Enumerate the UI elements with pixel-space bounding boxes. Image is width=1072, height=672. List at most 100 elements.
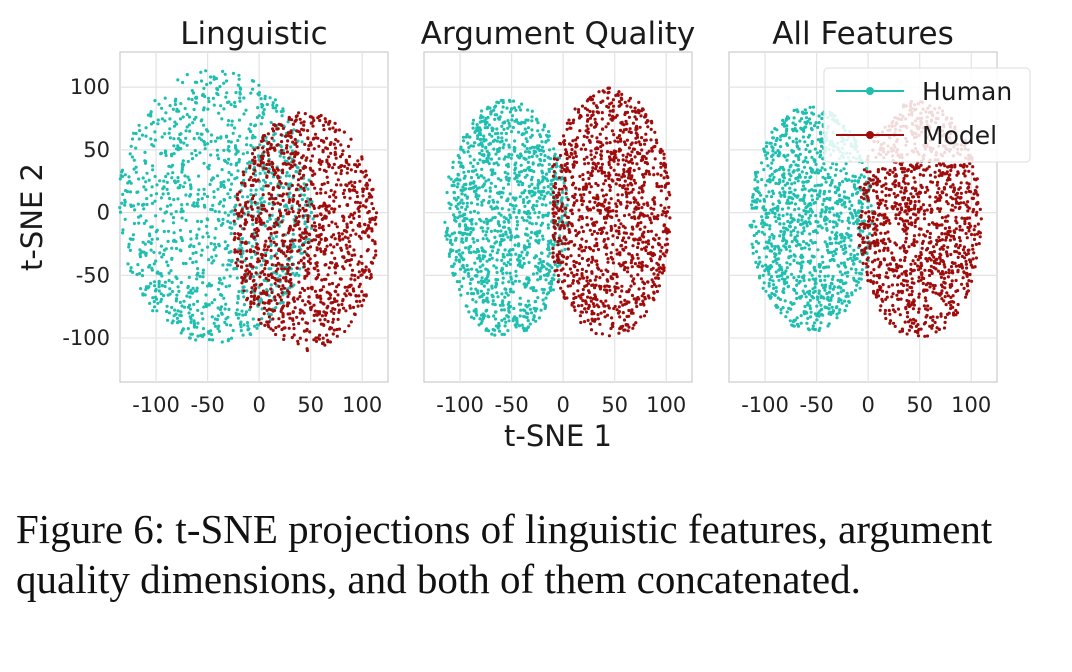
- scatter-point: [252, 298, 256, 302]
- scatter-point: [348, 189, 352, 193]
- scatter-point: [580, 225, 584, 229]
- scatter-point: [471, 164, 475, 169]
- scatter-point: [499, 190, 503, 195]
- scatter-point: [332, 245, 336, 249]
- scatter-point: [627, 236, 631, 240]
- scatter-point: [284, 279, 288, 283]
- scatter-point: [541, 149, 546, 153]
- scatter-point: [474, 195, 478, 199]
- scatter-point: [209, 332, 214, 337]
- scatter-point: [155, 237, 160, 241]
- x-tick-label: -100: [132, 393, 180, 417]
- scatter-point: [274, 278, 278, 282]
- scatter-point: [308, 257, 312, 261]
- scatter-point: [301, 154, 305, 158]
- scatter-point: [616, 199, 620, 203]
- scatter-point: [212, 248, 216, 252]
- scatter-point: [274, 252, 279, 256]
- scatter-point: [573, 308, 577, 312]
- scatter-point: [476, 202, 480, 206]
- scatter-point: [319, 232, 323, 237]
- scatter-point: [356, 262, 360, 266]
- scatter-point: [256, 146, 260, 150]
- scatter-point: [517, 173, 521, 177]
- scatter-point: [252, 162, 256, 166]
- scatter-point: [604, 252, 609, 256]
- scatter-point: [285, 212, 289, 216]
- scatter-point: [194, 95, 198, 99]
- scatter-point: [176, 309, 180, 313]
- scatter-point: [535, 146, 540, 150]
- scatter-point: [580, 237, 584, 241]
- scatter-point: [530, 115, 534, 119]
- scatter-point: [660, 213, 664, 217]
- scatter-point: [563, 176, 567, 180]
- scatter-point: [324, 311, 329, 315]
- scatter-point: [210, 255, 214, 259]
- scatter-point: [266, 227, 270, 231]
- scatter-point: [548, 240, 553, 245]
- scatter-point: [628, 201, 633, 205]
- scatter-point: [210, 315, 214, 319]
- scatter-point: [266, 184, 270, 188]
- scatter-point: [590, 97, 595, 102]
- scatter-point: [225, 91, 229, 95]
- scatter-point: [578, 174, 582, 178]
- scatter-point: [530, 133, 534, 137]
- scatter-point: [495, 127, 499, 131]
- scatter-point: [539, 135, 543, 139]
- scatter-point: [497, 321, 501, 326]
- scatter-point: [487, 219, 491, 223]
- scatter-point: [195, 289, 199, 293]
- scatter-point: [326, 273, 330, 277]
- scatter-point: [207, 282, 211, 286]
- scatter-point: [172, 152, 176, 156]
- scatter-point: [130, 137, 135, 141]
- scatter-point: [458, 267, 463, 271]
- scatter-point: [231, 131, 235, 135]
- scatter-point: [654, 233, 658, 237]
- scatter-point: [318, 247, 322, 251]
- scatter-point: [263, 224, 268, 228]
- scatter-point: [487, 178, 491, 182]
- scatter-point: [650, 278, 654, 282]
- scatter-point: [220, 340, 224, 344]
- scatter-point: [606, 122, 610, 126]
- scatter-point: [357, 294, 361, 298]
- scatter-point: [233, 126, 237, 130]
- scatter-point: [663, 164, 667, 168]
- scatter-point: [345, 171, 349, 175]
- scatter-point: [192, 201, 196, 205]
- scatter-point: [253, 294, 257, 298]
- scatter-point: [273, 106, 278, 110]
- scatter-point: [596, 169, 601, 173]
- scatter-point: [558, 239, 563, 243]
- scatter-point: [644, 132, 648, 136]
- scatter-point: [652, 283, 657, 287]
- scatter-point: [357, 209, 361, 213]
- scatter-point: [343, 195, 347, 199]
- scatter-point: [604, 208, 608, 212]
- scatter-point: [129, 237, 133, 241]
- scatter-point: [491, 168, 495, 172]
- scatter-point: [567, 220, 571, 225]
- scatter-point: [259, 122, 263, 126]
- scatter-point: [259, 321, 263, 325]
- scatter-point: [238, 190, 242, 194]
- scatter-point: [201, 327, 206, 331]
- scatter-point: [258, 275, 262, 279]
- scatter-point: [531, 162, 535, 166]
- scatter-point: [589, 95, 593, 99]
- scatter-point: [279, 298, 283, 302]
- scatter-point: [481, 254, 485, 258]
- scatter-point: [196, 267, 200, 271]
- scatter-point: [284, 208, 288, 212]
- scatter-point: [594, 331, 598, 336]
- scatter-point: [199, 220, 203, 224]
- scatter-point: [564, 206, 568, 210]
- x-tick-label: -50: [190, 393, 224, 417]
- scatter-point: [663, 185, 667, 189]
- scatter-point: [332, 193, 336, 197]
- scatter-point: [516, 235, 520, 239]
- scatter-point: [500, 136, 504, 140]
